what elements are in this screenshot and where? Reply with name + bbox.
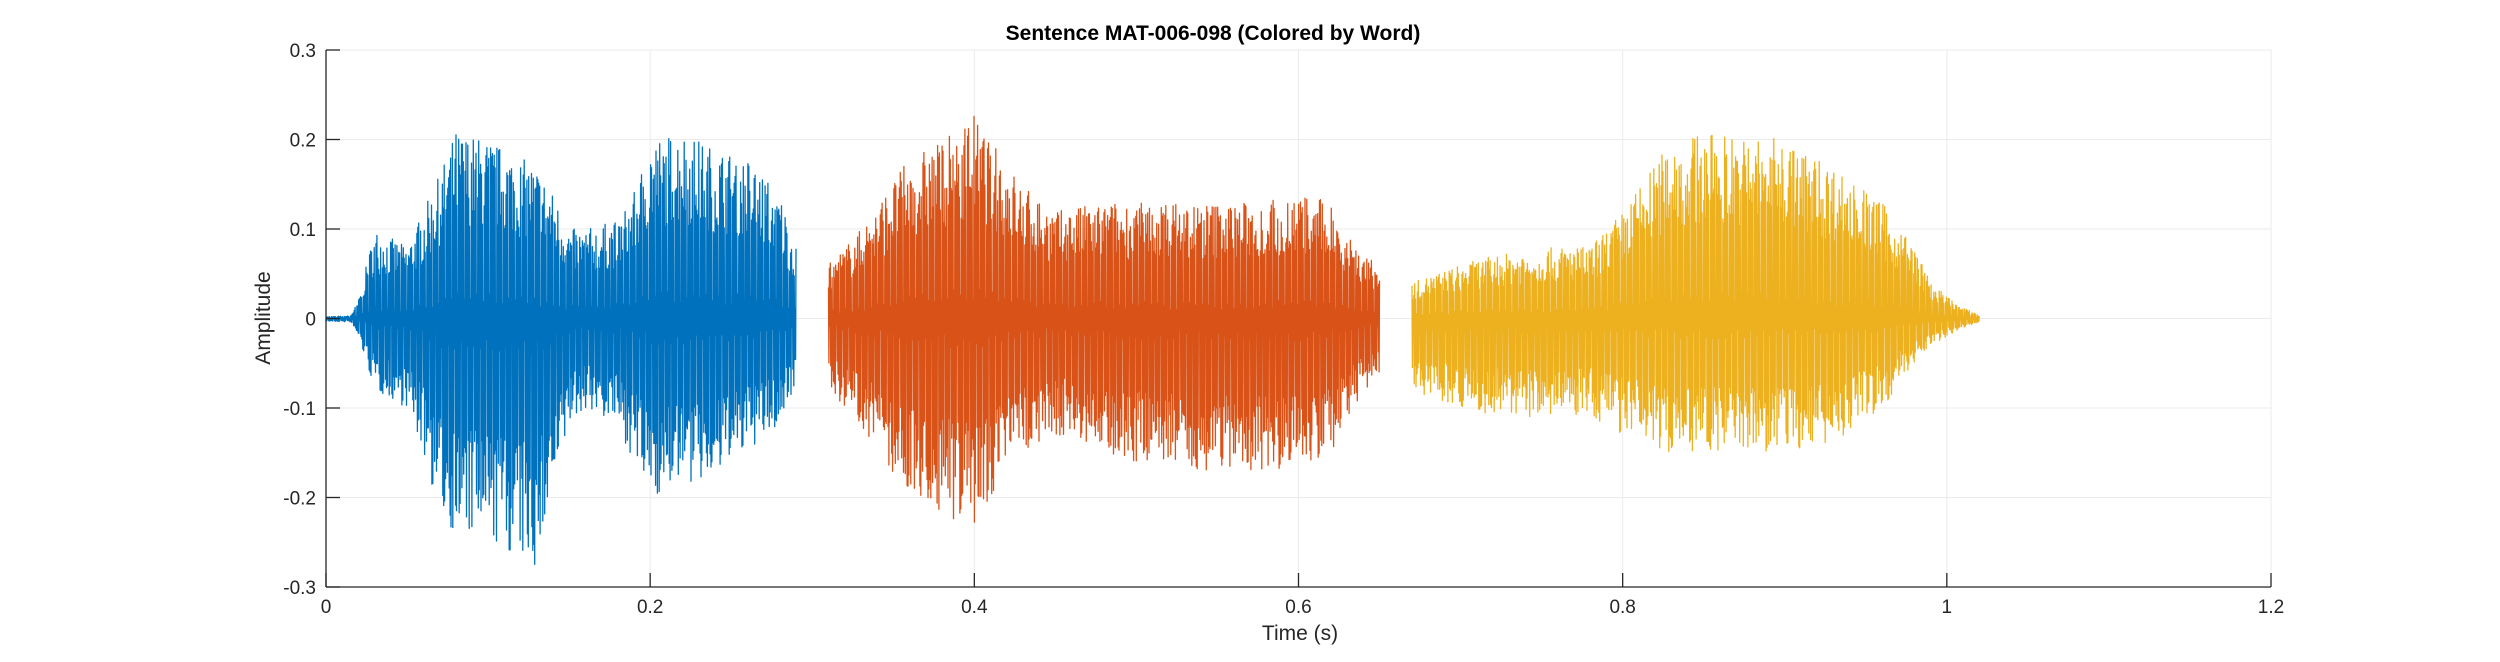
axes: 0 0.2 0.4 0.6 0.8 1 1.2 0.3 0.2 0.1 0 -0.1 -0.2 -0.3 xyxy=(283,41,2284,618)
plot-area xyxy=(325,115,1980,565)
x-tick-label: 1.2 xyxy=(2258,597,2284,618)
y-tick-label: 0.1 xyxy=(290,220,316,241)
waveform-series-2 xyxy=(827,115,1381,523)
x-tick-label: 0.6 xyxy=(1285,597,1311,618)
x-tick-label: 0 xyxy=(321,597,332,618)
y-tick-label: -0.1 xyxy=(283,399,316,420)
y-tick-label: 0 xyxy=(305,310,316,331)
y-tick-label: 0.3 xyxy=(290,41,316,62)
waveform-series-3 xyxy=(1411,134,1980,453)
y-tick-label: 0.2 xyxy=(290,131,316,152)
waveform-series-1 xyxy=(325,134,797,565)
y-axis-label: Amplitude xyxy=(252,271,275,364)
x-tick-label: 0.2 xyxy=(637,597,663,618)
x-tick-label: 1 xyxy=(1942,597,1953,618)
y-tick-label: -0.2 xyxy=(283,489,316,510)
chart-title: Sentence MAT-006-098 (Colored by Word) xyxy=(1006,22,1421,45)
x-tick-label: 0.8 xyxy=(1609,597,1635,618)
x-axis-label: Time (s) xyxy=(1262,622,1338,645)
x-tick-label: 0.4 xyxy=(961,597,988,618)
y-tick-label: -0.3 xyxy=(283,578,316,599)
